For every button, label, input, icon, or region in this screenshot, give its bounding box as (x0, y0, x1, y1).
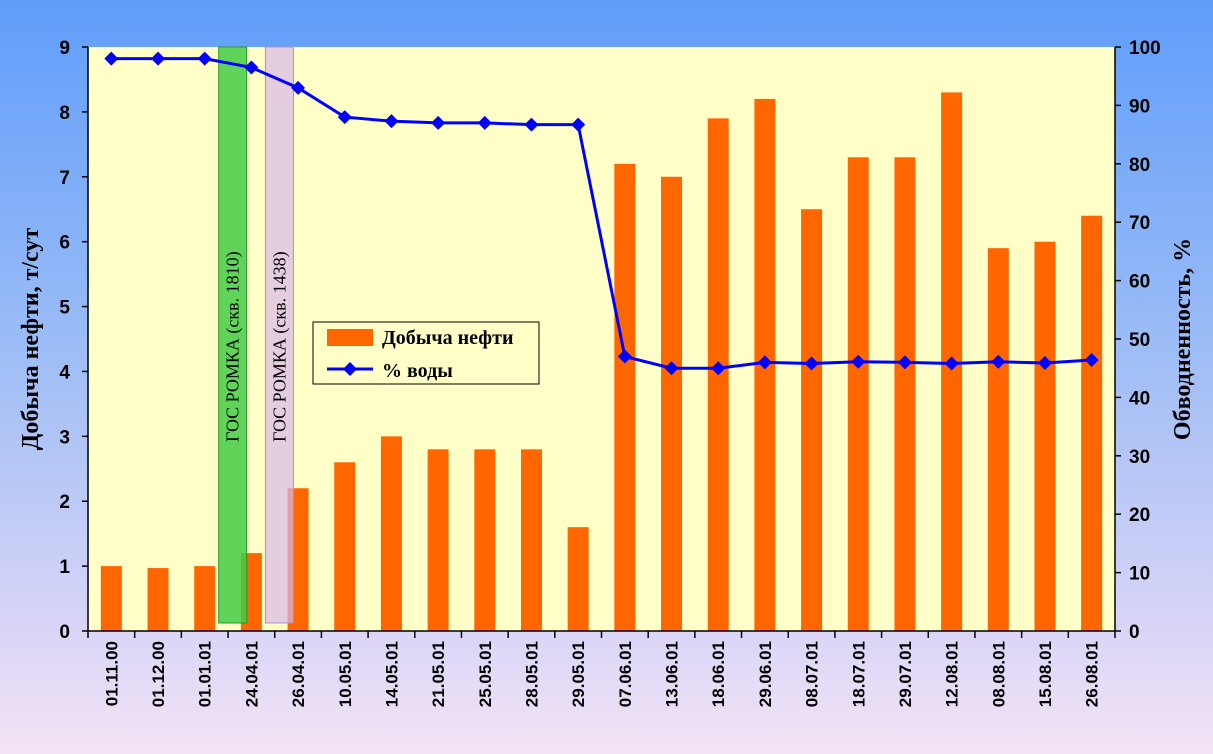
water-cut-marker-18.07.01 (851, 354, 866, 369)
legend-label-oil: Добыча нефти (382, 327, 513, 349)
oil-bar-28.05.01 (520, 449, 542, 631)
x-tick-label: 15.08.01 (1036, 641, 1055, 707)
water-cut-marker-08.07.01 (804, 356, 819, 371)
oil-bar-15.08.01 (1034, 241, 1056, 631)
y-left-tick-label: 3 (59, 427, 70, 448)
y-axis-left-title: Добыча нефти, т/сут (18, 228, 44, 451)
y-right-tick-label: 90 (1129, 96, 1150, 117)
water-cut-marker-01.01.01 (197, 51, 212, 66)
y-right-tick-label: 10 (1129, 564, 1150, 585)
water-cut-marker-10.05.01 (337, 110, 352, 125)
oil-bar-21.05.01 (427, 449, 449, 631)
treatment-label-1: ГОС РОМКА (скв. 1810) (223, 251, 244, 442)
x-tick-label: 10.05.01 (336, 641, 355, 707)
y-right-tick-label: 20 (1129, 505, 1150, 526)
y-right-tick-label: 30 (1129, 447, 1150, 468)
x-tick-label: 26.04.01 (289, 641, 308, 707)
oil-bar-01.11.00 (100, 566, 122, 631)
oil-production-bars (100, 92, 1103, 632)
x-tick-label: 28.05.01 (522, 641, 541, 707)
water-cut-marker-14.05.01 (384, 114, 399, 129)
oil-bar-01.01.01 (194, 566, 216, 631)
water-cut-marker-08.08.01 (991, 354, 1006, 369)
y-right-tick-label: 0 (1129, 622, 1140, 643)
y-left-tick-label: 1 (59, 557, 70, 578)
x-tick-label: 24.04.01 (242, 641, 261, 707)
y-right-tick-label: 60 (1129, 272, 1150, 293)
oil-bar-01.12.00 (147, 568, 169, 631)
x-tick-label: 01.12.00 (149, 641, 168, 707)
oil-bar-14.05.01 (380, 436, 402, 631)
x-tick-label: 21.05.01 (429, 641, 448, 707)
oil-bar-13.06.01 (661, 176, 683, 631)
y-left-tick-label: 8 (59, 103, 70, 124)
treatment-label-2: ГОС РОМКА (скв. 1438) (269, 251, 290, 442)
x-tick-label: 08.07.01 (803, 641, 822, 707)
oil-bar-26.08.01 (1081, 215, 1103, 631)
oil-bar-29.05.01 (567, 527, 589, 631)
oil-bar-25.05.01 (474, 449, 496, 631)
water-cut-marker-29.07.01 (897, 355, 912, 370)
water-cut-marker-29.06.01 (757, 355, 772, 370)
oil-bar-08.07.01 (801, 209, 823, 631)
x-tick-label: 01.11.00 (102, 641, 121, 706)
y-right-tick-label: 70 (1129, 213, 1150, 234)
x-tick-label: 25.05.01 (476, 641, 495, 707)
water-cut-line (104, 51, 1099, 376)
y-left-tick-label: 4 (59, 362, 70, 383)
y-right-tick-label: 80 (1129, 155, 1150, 176)
water-cut-marker-13.06.01 (664, 361, 679, 376)
y-axis-right-title: Обводненность, % (1170, 238, 1196, 440)
y-left-tick-label: 7 (59, 168, 70, 189)
x-tick-label: 26.08.01 (1083, 641, 1102, 707)
y-left-tick-label: 5 (59, 298, 70, 319)
y-right-tick-label: 40 (1129, 388, 1150, 409)
legend-marker-swatch (343, 362, 357, 376)
x-tick-label: 29.05.01 (569, 641, 588, 707)
water-cut-marker-07.06.01 (617, 349, 632, 364)
y-left-tick-label: 9 (59, 38, 70, 59)
y-left-tick-label: 0 (59, 622, 70, 643)
x-tick-label: 14.05.01 (382, 641, 401, 707)
x-tick-label: 29.07.01 (896, 641, 915, 707)
water-cut-marker-26.04.01 (291, 80, 306, 95)
water-cut-marker-15.08.01 (1037, 355, 1052, 370)
water-cut-marker-12.08.01 (944, 356, 959, 371)
legend-bar-swatch (327, 329, 373, 346)
oil-bar-08.08.01 (987, 248, 1009, 631)
treatment-bands: ГОС РОМКА (скв. 1810) ГОС РОМКА (скв. 143… (218, 46, 294, 624)
oil-bar-07.06.01 (614, 163, 636, 632)
water-cut-marker-25.05.01 (477, 115, 492, 130)
legend-label-water: % воды (382, 360, 453, 382)
y-left-tick-label: 6 (59, 233, 70, 254)
water-cut-marker-28.05.01 (524, 117, 539, 132)
legend: Добыча нефти % воды (312, 321, 540, 385)
axes: 0123456789010203040506070809010001.11.00… (59, 38, 1160, 707)
water-cut-marker-01.12.00 (151, 51, 166, 66)
x-tick-label: 12.08.01 (943, 641, 962, 707)
x-tick-label: 13.06.01 (663, 641, 682, 707)
water-cut-marker-29.05.01 (571, 117, 586, 132)
y-right-tick-label: 50 (1129, 330, 1150, 351)
treatment-band-2 (264, 46, 294, 624)
water-cut-marker-26.08.01 (1084, 353, 1099, 368)
oil-bar-10.05.01 (334, 462, 356, 631)
x-tick-label: 18.06.01 (709, 641, 728, 707)
x-tick-label: 07.06.01 (616, 641, 635, 707)
x-tick-label: 01.01.01 (196, 641, 215, 707)
treatment-band-1 (218, 46, 248, 624)
oil-bar-18.07.01 (847, 157, 869, 632)
water-cut-marker-18.06.01 (711, 361, 726, 376)
x-tick-label: 29.06.01 (756, 641, 775, 707)
x-tick-label: 18.07.01 (849, 641, 868, 707)
y-left-tick-label: 2 (59, 492, 70, 513)
water-cut-marker-01.11.00 (104, 51, 119, 66)
water-cut-polyline (111, 57, 1092, 370)
y-right-tick-label: 100 (1129, 38, 1161, 59)
x-tick-label: 08.08.01 (989, 641, 1008, 707)
oil-bar-29.07.01 (894, 157, 916, 632)
water-cut-marker-24.04.01 (244, 60, 259, 75)
water-cut-marker-21.05.01 (431, 115, 446, 130)
